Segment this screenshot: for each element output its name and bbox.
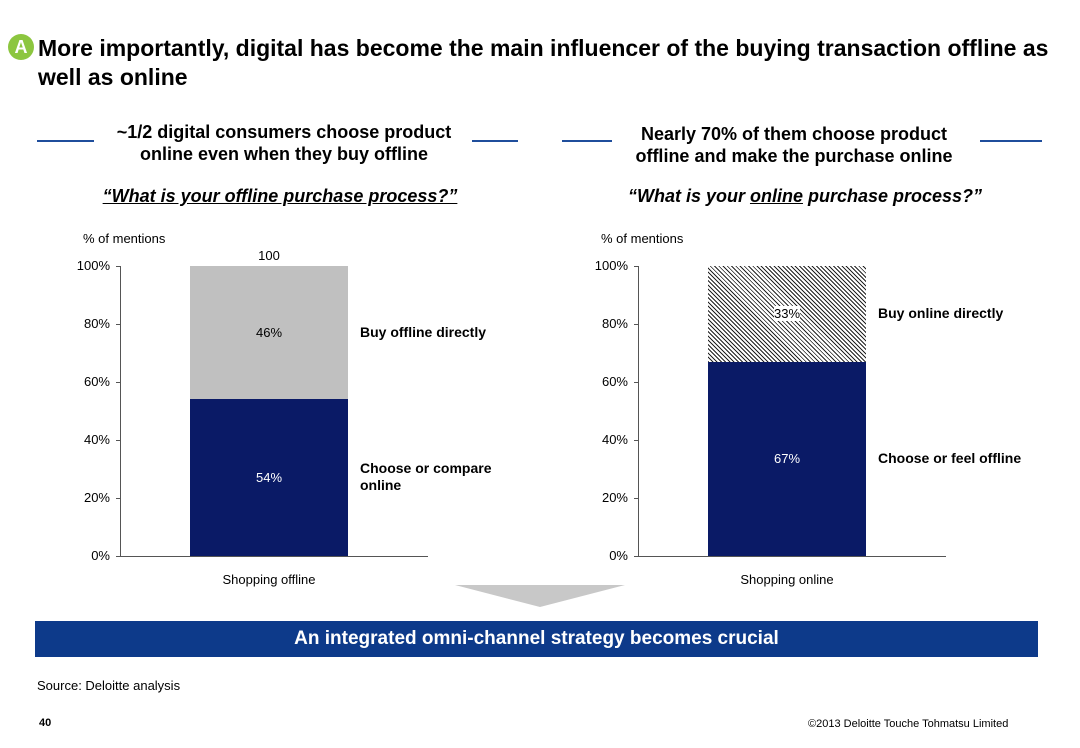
- bar-segment: [190, 399, 348, 556]
- y-tick: [116, 440, 120, 441]
- right-question: “What is your online purchase process?”: [560, 186, 1050, 207]
- y-tick-label: 40%: [601, 432, 628, 447]
- series-legend: Choose or compare online: [360, 459, 492, 493]
- y-tick: [634, 556, 638, 557]
- y-tick: [116, 498, 120, 499]
- y-tick: [116, 382, 120, 383]
- page-title: More importantly, digital has become the…: [38, 35, 1049, 90]
- left-subtitle: ~1/2 digital consumers choose product on…: [116, 122, 452, 164]
- y-tick: [116, 266, 120, 267]
- y-tick: [634, 382, 638, 383]
- divider-line: [980, 140, 1042, 142]
- question-text: purchase process?”: [802, 186, 983, 206]
- y-tick-label: 0%: [609, 548, 628, 563]
- section-badge: A: [8, 34, 34, 60]
- y-tick-label: 20%: [601, 490, 628, 505]
- x-category-label: Shopping online: [740, 572, 834, 587]
- y-tick-label: 80%: [601, 316, 628, 331]
- data-label: 54%: [255, 469, 283, 485]
- y-tick-label: 40%: [83, 432, 110, 447]
- y-tick: [634, 324, 638, 325]
- series-legend: Buy offline directly: [360, 323, 487, 340]
- x-axis: [120, 556, 428, 557]
- x-category-label: Shopping offline: [222, 572, 316, 587]
- data-label: 67%: [773, 450, 801, 466]
- y-tick: [634, 440, 638, 441]
- y-axis: [120, 266, 121, 556]
- y-axis: [638, 266, 639, 556]
- y-tick: [634, 498, 638, 499]
- y-tick-label: 60%: [601, 374, 628, 389]
- divider-line: [472, 140, 518, 142]
- bar-segment: [708, 361, 866, 556]
- series-legend: Buy online directly: [878, 304, 1004, 321]
- divider-line: [37, 140, 94, 142]
- y-tick: [116, 556, 120, 557]
- y-tick: [634, 266, 638, 267]
- y-tick-label: 60%: [83, 374, 110, 389]
- y-tick: [116, 324, 120, 325]
- y-axis-label: % of mentions: [601, 231, 684, 246]
- y-tick-label: 100%: [76, 258, 110, 273]
- bar-segment: [190, 266, 348, 400]
- data-label: 46%: [255, 324, 283, 340]
- y-tick-label: 20%: [83, 490, 110, 505]
- conclusion-banner: An integrated omni-channel strategy beco…: [35, 621, 1038, 657]
- series-legend: Choose or feel offline: [878, 449, 1022, 466]
- data-label-text: 33%: [773, 305, 801, 321]
- x-axis: [638, 556, 946, 557]
- copyright: ©2013 Deloitte Touche Tohmatsu Limited: [808, 718, 1009, 730]
- down-arrow-icon: [455, 585, 625, 607]
- right-subtitle: Nearly 70% of them choose product offlin…: [635, 124, 953, 166]
- y-tick-label: 0%: [91, 548, 110, 563]
- data-label: 33%: [708, 305, 866, 321]
- question-emphasis: online: [749, 186, 803, 206]
- question-text: “What is your: [627, 186, 750, 206]
- page-number: 40: [39, 717, 52, 729]
- left-question: “What is your offline purchase process?”: [102, 186, 458, 206]
- total-label: 100: [258, 248, 280, 263]
- y-tick-label: 100%: [594, 258, 628, 273]
- y-tick-label: 80%: [83, 316, 110, 331]
- source-note: Source: Deloitte analysis: [37, 678, 181, 693]
- divider-line: [562, 140, 612, 142]
- y-axis-label: % of mentions: [83, 231, 166, 246]
